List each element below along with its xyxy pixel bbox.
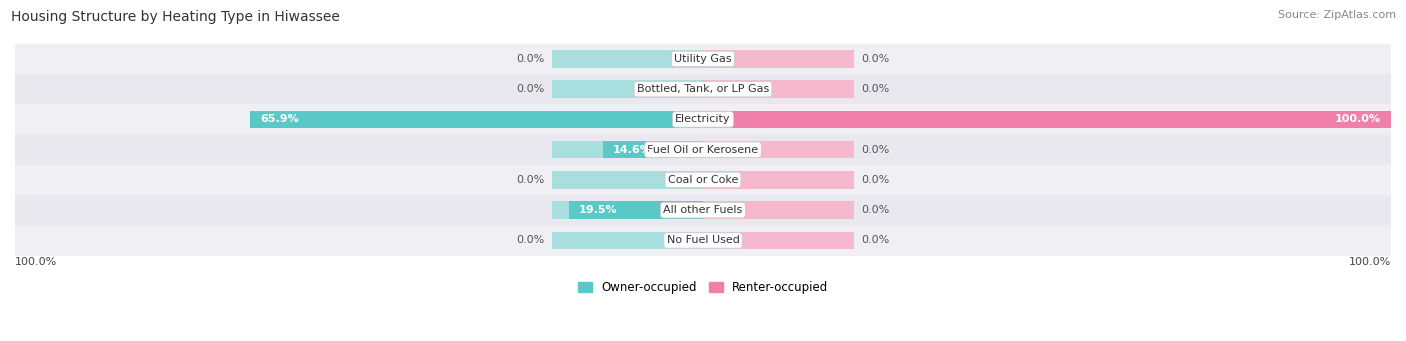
- Text: Fuel Oil or Kerosene: Fuel Oil or Kerosene: [647, 145, 759, 155]
- Text: 0.0%: 0.0%: [862, 84, 890, 94]
- Bar: [15, 104, 1391, 135]
- Bar: [551, 202, 703, 219]
- Bar: [703, 80, 855, 98]
- Text: Electricity: Electricity: [675, 115, 731, 124]
- Text: 100.0%: 100.0%: [1348, 257, 1391, 267]
- Text: 0.0%: 0.0%: [862, 205, 890, 215]
- Text: Housing Structure by Heating Type in Hiwassee: Housing Structure by Heating Type in Hiw…: [11, 10, 340, 24]
- Bar: [703, 232, 855, 249]
- Text: 19.5%: 19.5%: [579, 205, 617, 215]
- Text: Source: ZipAtlas.com: Source: ZipAtlas.com: [1278, 10, 1396, 20]
- Bar: [703, 202, 855, 219]
- Text: All other Fuels: All other Fuels: [664, 205, 742, 215]
- Bar: [551, 50, 703, 68]
- Text: 100.0%: 100.0%: [15, 257, 58, 267]
- Bar: [15, 225, 1391, 255]
- Text: Utility Gas: Utility Gas: [675, 54, 731, 64]
- Bar: [250, 111, 703, 128]
- Text: 0.0%: 0.0%: [862, 175, 890, 185]
- Text: 0.0%: 0.0%: [862, 235, 890, 246]
- Bar: [15, 135, 1391, 165]
- Text: 0.0%: 0.0%: [862, 145, 890, 155]
- Text: 100.0%: 100.0%: [1334, 115, 1381, 124]
- Text: No Fuel Used: No Fuel Used: [666, 235, 740, 246]
- Text: 0.0%: 0.0%: [516, 235, 544, 246]
- Text: 0.0%: 0.0%: [862, 54, 890, 64]
- Text: 0.0%: 0.0%: [516, 84, 544, 94]
- Text: 0.0%: 0.0%: [516, 54, 544, 64]
- Bar: [15, 74, 1391, 104]
- Bar: [603, 141, 703, 159]
- Bar: [551, 80, 703, 98]
- Bar: [551, 141, 703, 159]
- Bar: [569, 202, 703, 219]
- Bar: [703, 50, 855, 68]
- Bar: [551, 171, 703, 189]
- Bar: [703, 111, 1391, 128]
- Bar: [15, 44, 1391, 74]
- Bar: [703, 171, 855, 189]
- Text: Bottled, Tank, or LP Gas: Bottled, Tank, or LP Gas: [637, 84, 769, 94]
- Text: 14.6%: 14.6%: [613, 145, 652, 155]
- Text: 65.9%: 65.9%: [260, 115, 298, 124]
- Text: 0.0%: 0.0%: [516, 175, 544, 185]
- Bar: [15, 165, 1391, 195]
- Text: Coal or Coke: Coal or Coke: [668, 175, 738, 185]
- Bar: [15, 195, 1391, 225]
- Legend: Owner-occupied, Renter-occupied: Owner-occupied, Renter-occupied: [572, 276, 834, 298]
- Bar: [703, 111, 855, 128]
- Bar: [551, 232, 703, 249]
- Bar: [703, 141, 855, 159]
- Bar: [551, 111, 703, 128]
